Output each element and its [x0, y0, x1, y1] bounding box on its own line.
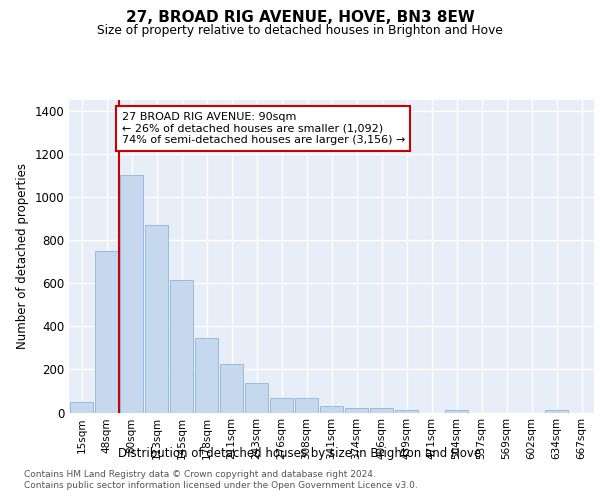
Text: Contains HM Land Registry data © Crown copyright and database right 2024.: Contains HM Land Registry data © Crown c… [24, 470, 376, 479]
Bar [145, 225, 169, 412]
Bar [220, 364, 244, 412]
Bar [70, 402, 94, 412]
Bar [344, 408, 368, 412]
Bar [545, 410, 568, 412]
Bar [95, 251, 118, 412]
Text: 27 BROAD RIG AVENUE: 90sqm
← 26% of detached houses are smaller (1,092)
74% of s: 27 BROAD RIG AVENUE: 90sqm ← 26% of deta… [121, 112, 405, 145]
Text: Contains public sector information licensed under the Open Government Licence v3: Contains public sector information licen… [24, 481, 418, 490]
Bar [295, 398, 319, 412]
Bar [320, 406, 343, 412]
Y-axis label: Number of detached properties: Number of detached properties [16, 163, 29, 349]
Bar [395, 410, 418, 412]
Bar [245, 384, 268, 412]
Bar [119, 176, 143, 412]
Text: Size of property relative to detached houses in Brighton and Hove: Size of property relative to detached ho… [97, 24, 503, 37]
Bar [194, 338, 218, 412]
Text: Distribution of detached houses by size in Brighton and Hove: Distribution of detached houses by size … [118, 448, 482, 460]
Bar [170, 280, 193, 412]
Bar [370, 408, 394, 412]
Bar [269, 398, 293, 412]
Bar [445, 410, 469, 412]
Text: 27, BROAD RIG AVENUE, HOVE, BN3 8EW: 27, BROAD RIG AVENUE, HOVE, BN3 8EW [125, 10, 475, 25]
